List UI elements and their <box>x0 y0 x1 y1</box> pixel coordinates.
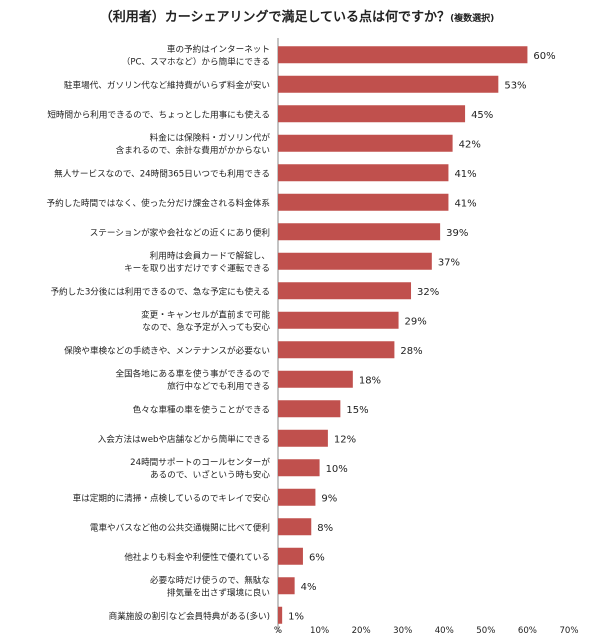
value-label: 18% <box>359 375 381 386</box>
bar <box>278 46 528 64</box>
value-label: 45% <box>471 110 493 121</box>
value-label: 15% <box>346 405 368 416</box>
x-tick-label: % <box>274 626 282 636</box>
bar <box>278 429 328 447</box>
x-tick-label: 40% <box>435 626 454 636</box>
category-label: 料金には保険料・ガソリン代が含まれるので、余計な費用がかからない <box>116 132 271 157</box>
category-label: 予約した時間ではなく、使った分だけ課金される料金体系 <box>47 197 271 209</box>
value-label: 32% <box>417 287 439 298</box>
category-label-line: ステーションが家や会社などの近くにあり便利 <box>90 226 270 238</box>
category-label-line: （PC、スマホなど）から簡単にできる <box>122 56 270 68</box>
bar <box>278 488 316 506</box>
bar <box>278 547 303 565</box>
value-label: 12% <box>334 434 356 445</box>
bar <box>278 164 449 182</box>
category-label-line: 旅行中などでも利用できる <box>167 380 270 392</box>
category-label-line: 色々な車種の車を使うことができる <box>133 403 270 415</box>
bar <box>278 311 399 329</box>
category-label: 色々な車種の車を使うことができる <box>133 403 270 415</box>
value-label: 10% <box>326 464 348 475</box>
category-label: 全国各地にある車を使う事ができるので旅行中などでも利用できる <box>115 368 270 393</box>
value-label: 28% <box>400 346 422 357</box>
category-label-line: 利用時は会員カードで解錠し、 <box>150 250 270 262</box>
x-tick-label: 20% <box>352 626 371 636</box>
value-label: 9% <box>321 493 337 504</box>
value-label: 60% <box>533 51 555 62</box>
value-label: 39% <box>446 228 468 239</box>
value-label: 41% <box>454 198 476 209</box>
category-label: 電車やバスなど他の公共交通機関に比べて便利 <box>90 521 270 533</box>
bar <box>278 459 320 477</box>
category-label-line: あるので、いざという時も安心 <box>150 469 270 481</box>
x-tick-label: 70% <box>559 626 578 636</box>
category-label-line: 予約した時間ではなく、使った分だけ課金される料金体系 <box>47 197 271 209</box>
category-label-line: 短時間から利用できるので、ちょっとした用事にも使える <box>47 108 270 120</box>
bar <box>278 282 412 300</box>
category-label-line: 無人サービスなので、24時間365日いつでも利用できる <box>54 167 270 179</box>
bar <box>278 577 295 595</box>
category-label-line: 必要な時だけ使うので、無駄な <box>150 574 270 586</box>
value-label: 41% <box>454 169 476 180</box>
value-label: 1% <box>288 611 304 622</box>
category-label-line: 24時間サポートのコールセンターが <box>130 456 270 468</box>
category-label: 車は定期的に清掃・点検しているのでキレイで安心 <box>73 492 271 504</box>
value-label: 29% <box>405 316 427 327</box>
value-label: 4% <box>301 582 317 593</box>
category-label: 利用時は会員カードで解錠し、キーを取り出すだけですぐ運転できる <box>124 250 270 275</box>
category-label-line: 入会方法はwebや店舗などから簡単にできる <box>98 433 270 445</box>
category-label: 保険や車検などの手続きや、メンテナンスが必要ない <box>64 344 270 356</box>
category-label-line: 駐車場代、ガソリン代など維持費がいらず料金が安い <box>64 79 270 91</box>
category-label: 車の予約はインターネット（PC、スマホなど）から簡単にできる <box>122 43 270 68</box>
category-label: 無人サービスなので、24時間365日いつでも利用できる <box>54 167 270 179</box>
chart-title-note: (複数選択) <box>450 14 495 24</box>
x-tick-label: 10% <box>310 626 329 636</box>
chart-title-text: （利用者）カーシェアリングで満足している点は何ですか？ <box>99 10 451 25</box>
category-label: 予約した3分後には利用できるので、急な予定にも使える <box>50 285 270 297</box>
category-label: 商業施設の割引など会員特典がある(多い) <box>109 610 270 622</box>
category-label-line: 排気量を出さず環境に良い <box>167 587 270 599</box>
category-label-line: 電車やバスなど他の公共交通機関に比べて便利 <box>90 521 270 533</box>
category-label-line: 車は定期的に清掃・点検しているのでキレイで安心 <box>73 492 271 504</box>
bar <box>278 105 466 123</box>
bar <box>278 341 395 359</box>
category-label-line: 保険や車検などの手続きや、メンテナンスが必要ない <box>64 344 270 356</box>
category-label-line: 予約した3分後には利用できるので、急な予定にも使える <box>50 285 270 297</box>
bar <box>278 134 453 152</box>
category-label-line: 含まれるので、余計な費用がかからない <box>116 144 270 156</box>
category-label-line: 他社よりも料金や利便性で優れている <box>124 551 270 563</box>
category-label-line: 車の予約はインターネット <box>167 43 270 55</box>
chart-title: （利用者）カーシェアリングで満足している点は何ですか？(複数選択) <box>0 6 594 25</box>
category-label: 入会方法はwebや店舗などから簡単にできる <box>98 433 270 445</box>
category-label: ステーションが家や会社などの近くにあり便利 <box>90 226 270 238</box>
category-label: 必要な時だけ使うので、無駄な排気量を出さず環境に良い <box>150 574 270 599</box>
x-tick-label: 30% <box>393 626 412 636</box>
value-label: 37% <box>438 257 460 268</box>
category-label-line: 変更・キャンセルが直前まで可能 <box>141 309 270 321</box>
bar <box>278 400 341 418</box>
x-tick-label: 60% <box>518 626 537 636</box>
bar <box>278 193 449 211</box>
value-label: 53% <box>504 80 526 91</box>
value-label: 42% <box>459 139 481 150</box>
category-label-line: 商業施設の割引など会員特典がある(多い) <box>109 610 270 622</box>
category-label-line: なので、急な予定が入っても安心 <box>142 321 270 333</box>
value-label: 8% <box>317 523 333 534</box>
x-tick-label: 50% <box>476 626 495 636</box>
category-label: 短時間から利用できるので、ちょっとした用事にも使える <box>47 108 270 120</box>
category-label-line: キーを取り出すだけですぐ運転できる <box>124 262 270 274</box>
category-label-line: 料金には保険料・ガソリン代が <box>150 132 271 144</box>
bar <box>278 606 283 624</box>
bar <box>278 75 499 93</box>
value-label: 6% <box>309 552 325 563</box>
bar <box>278 252 432 270</box>
category-label: 24時間サポートのコールセンターがあるので、いざという時も安心 <box>130 456 270 481</box>
category-label: 変更・キャンセルが直前まで可能なので、急な予定が入っても安心 <box>141 309 270 334</box>
bar <box>278 518 312 536</box>
bar <box>278 223 441 241</box>
bar <box>278 370 353 388</box>
category-label-line: 全国各地にある車を使う事ができるので <box>115 368 270 380</box>
category-label: 他社よりも料金や利便性で優れている <box>124 551 270 563</box>
category-label: 駐車場代、ガソリン代など維持費がいらず料金が安い <box>64 79 270 91</box>
